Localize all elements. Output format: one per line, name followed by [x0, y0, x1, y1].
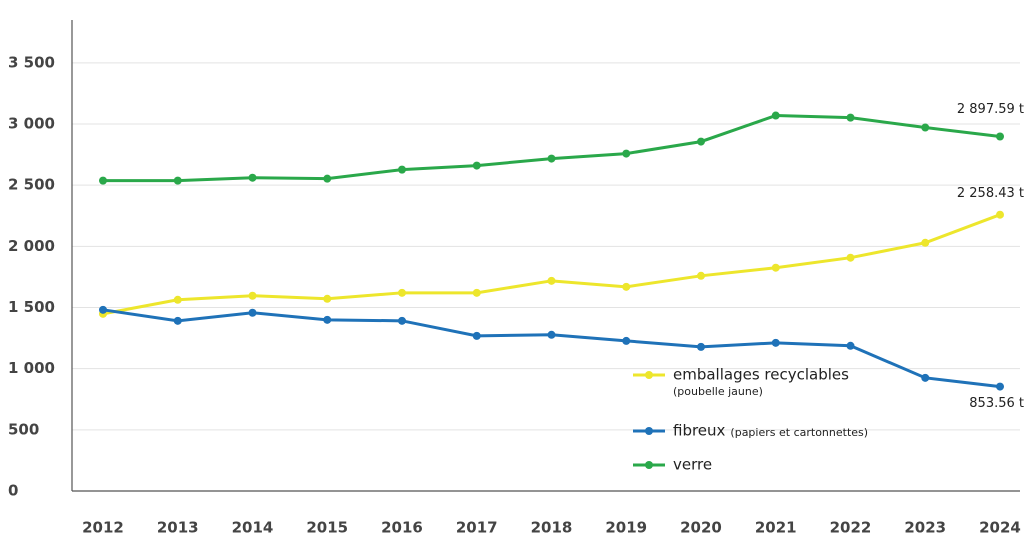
- y-tick-label: 500: [8, 420, 39, 438]
- data-point: [697, 342, 705, 351]
- data-point: [173, 295, 182, 304]
- legend-label: verre: [673, 456, 712, 474]
- data-point: [921, 373, 930, 382]
- data-point: [846, 113, 855, 122]
- data-point: [99, 176, 107, 185]
- series-line: [102, 308, 1001, 389]
- data-point: [472, 288, 481, 297]
- value-label: 2 258.43 t: [957, 186, 1024, 201]
- legend-dot: [645, 427, 653, 435]
- legend-note: (papiers et cartonnettes): [730, 426, 868, 439]
- data-point: [547, 154, 556, 163]
- value-label: 853.56 t: [969, 396, 1024, 411]
- data-point: [472, 161, 481, 170]
- data-point: [248, 291, 257, 300]
- data-point: [248, 173, 257, 182]
- legend-dot: [645, 461, 653, 469]
- x-tick-label: 2017: [456, 519, 498, 537]
- data-point: [248, 308, 257, 317]
- data-point: [547, 330, 556, 339]
- x-tick-label: 2016: [381, 519, 423, 537]
- x-tick-label: 2014: [232, 519, 274, 537]
- series-line: [103, 114, 1001, 183]
- data-point: [398, 165, 406, 174]
- data-point: [173, 176, 182, 185]
- data-point: [846, 253, 855, 262]
- data-point: [323, 174, 332, 183]
- legend-label: emballages recyclables: [673, 366, 849, 384]
- y-tick-label: 0: [8, 482, 18, 500]
- x-tick-label: 2013: [157, 519, 199, 537]
- data-point: [323, 294, 332, 303]
- data-point: [771, 111, 780, 120]
- data-point: [921, 123, 930, 132]
- y-tick-label: 3 000: [8, 114, 55, 132]
- data-point: [996, 132, 1004, 141]
- data-point: [398, 316, 406, 325]
- series-line: [102, 213, 1001, 316]
- data-point: [622, 149, 631, 158]
- y-tick-label: 2 000: [8, 237, 55, 255]
- x-tick-label: 2023: [904, 519, 946, 537]
- data-point: [622, 282, 631, 291]
- data-point: [323, 315, 332, 324]
- x-tick-label: 2024: [979, 519, 1021, 537]
- legend-note: (poubelle jaune): [673, 385, 763, 398]
- y-tick-label: 2 500: [8, 176, 55, 194]
- x-tick-label: 2012: [82, 519, 124, 537]
- data-point: [398, 288, 406, 297]
- legend-dot: [645, 371, 653, 379]
- x-tick-label: 2015: [306, 519, 348, 537]
- data-point: [996, 382, 1004, 391]
- data-point: [622, 336, 631, 345]
- data-point: [996, 210, 1004, 219]
- data-point: [771, 263, 780, 272]
- data-point: [547, 276, 556, 285]
- x-tick-label: 2022: [830, 519, 872, 537]
- data-point: [173, 316, 182, 325]
- data-point: [697, 137, 705, 146]
- y-tick-label: 1 500: [8, 298, 55, 316]
- x-tick-label: 2021: [755, 519, 797, 537]
- value-label: 2 897.59 t: [957, 102, 1024, 117]
- data-point: [697, 271, 705, 280]
- data-point: [99, 305, 107, 314]
- y-tick-label: 1 000: [8, 359, 55, 377]
- x-tick-label: 2018: [531, 519, 573, 537]
- data-point: [846, 341, 855, 350]
- legend-label: fibreux: [673, 422, 726, 440]
- x-tick-label: 2020: [680, 519, 722, 537]
- data-point: [921, 238, 930, 247]
- x-tick-label: 2019: [605, 519, 647, 537]
- data-point: [771, 338, 780, 347]
- data-point: [472, 331, 481, 340]
- y-tick-label: 3 500: [8, 53, 55, 71]
